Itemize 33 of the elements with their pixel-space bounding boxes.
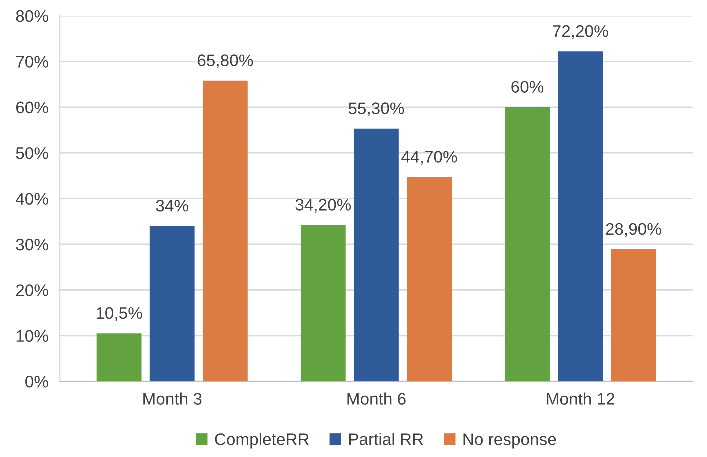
y-tick-label: 50%	[16, 147, 48, 160]
data-label: 34,20%	[296, 199, 352, 213]
y-tick-label: 20%	[16, 284, 48, 296]
bar	[300, 225, 346, 382]
y-tick-label: 40%	[16, 193, 48, 205]
data-label: 65,80%	[198, 54, 254, 68]
data-label: 72,20%	[553, 25, 608, 40]
data-label: 10,5%	[96, 307, 142, 322]
data-label: 55,30%	[348, 102, 404, 116]
legend-label: Partial RR	[349, 433, 424, 446]
x-tick-label: Month 12	[547, 392, 615, 405]
legend-label: No response	[464, 434, 556, 449]
x-tick-label: Month 6	[348, 392, 406, 405]
bar	[202, 80, 248, 382]
y-tick-label: 80%	[16, 10, 48, 22]
y-tick-label: 30%	[16, 238, 48, 251]
bar	[96, 334, 142, 382]
bar	[150, 226, 195, 382]
data-label: 28,90%	[606, 223, 662, 238]
legend-label: CompleteRR	[215, 433, 310, 449]
y-tick-label: 0%	[26, 376, 48, 388]
y-tick-label: 70%	[16, 56, 48, 68]
bar	[611, 250, 656, 382]
y-tick-label: 60%	[16, 102, 48, 114]
x-tick-label: Month 3	[144, 392, 202, 405]
data-label: 60%	[512, 81, 544, 93]
bar	[558, 52, 604, 382]
data-label: 34%	[156, 200, 188, 212]
bar	[505, 107, 550, 382]
data-label: 44,70%	[402, 151, 458, 165]
y-tick-label: 10%	[16, 330, 48, 342]
bar	[407, 177, 452, 382]
bar	[354, 128, 399, 382]
